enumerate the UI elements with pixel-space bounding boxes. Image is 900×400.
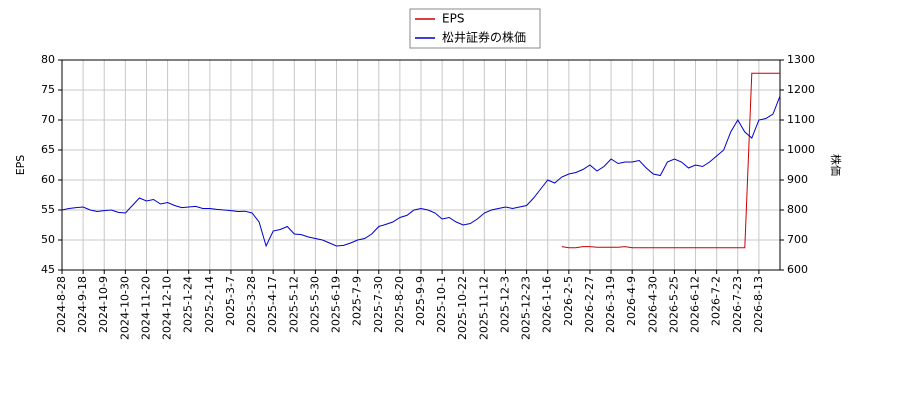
x-tick-label: 2026-2-27	[583, 276, 596, 333]
y2-tick-label: 1100	[787, 113, 815, 126]
x-tick-label: 2026-7-2	[710, 276, 723, 326]
x-tick-label: 2024-9-18	[76, 276, 89, 333]
x-tick-label: 2025-3-28	[245, 276, 258, 333]
y2-tick-label: 600	[787, 263, 808, 276]
y-tick-label: 60	[41, 173, 55, 186]
x-tick-label: 2024-11-20	[139, 276, 152, 340]
y-tick-label: 80	[41, 53, 55, 66]
x-tick-label: 2026-7-23	[731, 276, 744, 333]
x-tick-label: 2026-5-25	[667, 276, 680, 333]
x-tick-label: 2025-12-23	[520, 276, 533, 340]
x-tick-label: 2024-12-10	[161, 276, 174, 340]
x-tick-label: 2025-10-22	[456, 276, 469, 340]
x-tick-label: 2026-3-19	[604, 276, 617, 333]
x-tick-label: 2025-12-3	[498, 276, 511, 333]
x-tick-label: 2024-10-30	[118, 276, 131, 340]
x-tick-label: 2024-8-28	[55, 276, 68, 333]
x-tick-label: 2025-1-24	[182, 276, 195, 333]
x-tick-label: 2025-4-17	[266, 276, 279, 333]
x-tick-label: 2025-11-12	[477, 276, 490, 340]
y2-axis-label: 株価	[829, 154, 843, 176]
x-tick-label: 2025-7-9	[351, 276, 364, 326]
y2-tick-label: 1000	[787, 143, 815, 156]
series-line	[61, 95, 781, 248]
y-tick-label: 65	[41, 143, 55, 156]
x-tick-label: 2025-6-19	[330, 276, 343, 333]
x-tick-label: 2025-3-7	[224, 276, 237, 326]
plot-frame	[61, 59, 781, 271]
legend-label: 松井証券の株価	[442, 30, 526, 45]
y-tick-label: 75	[41, 83, 55, 96]
y-axis-label: EPS	[14, 155, 27, 176]
x-tick-label: 2026-8-13	[752, 276, 765, 333]
x-tick-label: 2026-2-5	[562, 276, 575, 326]
y2-tick-label: 900	[787, 173, 808, 186]
y-tick-label: 50	[41, 233, 55, 246]
x-tick-label: 2026-6-12	[689, 276, 702, 333]
x-tick-label: 2025-2-14	[203, 276, 216, 333]
x-tick-label: 2025-8-20	[393, 276, 406, 333]
y2-tick-label: 1300	[787, 53, 815, 66]
y-tick-label: 45	[41, 263, 55, 276]
x-tick-label: 2025-9-9	[414, 276, 427, 326]
x-tick-label: 2026-4-30	[646, 276, 659, 333]
x-tick-label: 2025-10-1	[435, 276, 448, 333]
y2-tick-label: 700	[787, 233, 808, 246]
legend-label: EPS	[442, 12, 464, 26]
x-tick-label: 2026-4-9	[625, 276, 638, 326]
x-tick-label: 2026-1-16	[541, 276, 554, 333]
series-line	[561, 72, 780, 249]
y2-tick-label: 800	[787, 203, 808, 216]
y2-tick-label: 1200	[787, 83, 815, 96]
x-tick-label: 2025-5-30	[308, 276, 321, 333]
x-tick-label: 2024-10-9	[97, 276, 110, 333]
legend-box	[409, 8, 541, 49]
y-tick-label: 70	[41, 113, 55, 126]
x-tick-label: 2025-5-12	[287, 276, 300, 333]
y-tick-label: 55	[41, 203, 55, 216]
x-tick-label: 2025-7-30	[372, 276, 385, 333]
